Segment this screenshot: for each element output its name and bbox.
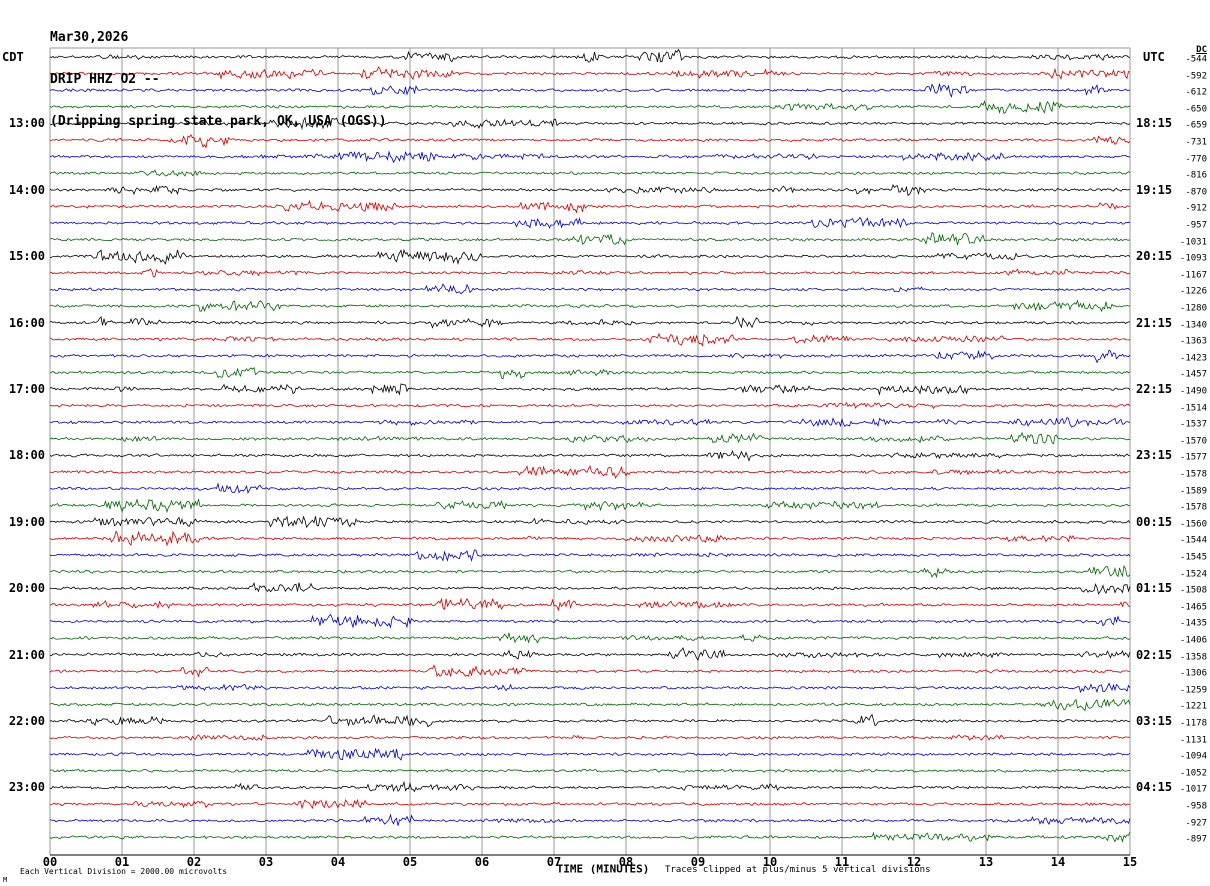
seismogram-trace — [49, 383, 1131, 396]
seismogram-trace — [49, 530, 1131, 547]
seismogram-trace — [49, 248, 1131, 266]
seismogram-trace — [49, 268, 1131, 278]
seismogram-trace — [49, 682, 1131, 694]
seismogram-trace — [49, 416, 1131, 428]
seismogram-trace — [49, 768, 1131, 773]
seismogram-trace — [49, 482, 1131, 494]
seismogram-trace — [49, 332, 1131, 347]
seismogram-trace — [49, 613, 1131, 629]
seismogram-trace — [49, 315, 1131, 329]
seismogram-trace — [49, 498, 1131, 514]
seismogram-trace — [49, 401, 1131, 410]
scale-note: Each Vertical Division = 2000.00 microvo… — [20, 867, 228, 876]
seismogram-trace — [49, 564, 1131, 579]
seismogram-trace — [49, 747, 1131, 761]
seismogram-trace — [49, 150, 1131, 164]
seismogram-trace — [49, 597, 1131, 612]
seismogram-trace — [49, 232, 1131, 246]
seismogram-trace — [49, 632, 1131, 644]
seismogram-trace — [49, 813, 1131, 826]
seismogram-trace — [49, 831, 1131, 843]
seismogram-trace — [49, 646, 1131, 662]
seismogram-trace — [49, 449, 1131, 462]
title-block: Mar30,2026 DRIP HHZ O2 -- (Dripping spri… — [50, 3, 387, 157]
seismogram-trace — [49, 99, 1130, 115]
seismogram-trace — [49, 299, 1131, 313]
corner-mark: M — [3, 876, 8, 884]
seismogram-trace — [49, 464, 1131, 480]
seismogram-trace — [49, 283, 1131, 295]
seismogram-trace — [49, 83, 1131, 98]
dc-column-header: DC — [1196, 45, 1207, 55]
seismogram-trace — [49, 199, 1131, 214]
seismogram-trace — [49, 431, 1131, 445]
left-timezone-label: CDT — [2, 50, 24, 64]
x-axis-title: TIME (MINUTES) — [556, 862, 650, 876]
seismogram-trace — [49, 367, 1131, 380]
seismogram-trace — [49, 733, 1131, 741]
seismogram-trace — [49, 349, 1131, 364]
seismogram-trace — [49, 780, 1131, 793]
seismogram-trace — [49, 798, 1131, 810]
seismogram-trace — [50, 549, 1131, 562]
seismogram-trace — [49, 116, 1131, 130]
title-date: Mar30,2026 — [50, 30, 129, 45]
seismogram-trace — [49, 698, 1131, 712]
title-station: DRIP HHZ O2 -- — [50, 72, 160, 87]
seismogram-trace — [49, 134, 1131, 149]
seismogram-trace — [49, 515, 1131, 529]
seismogram-trace — [49, 183, 1131, 197]
seismogram-trace — [49, 169, 1131, 177]
seismogram-trace — [49, 664, 1131, 678]
seismogram-trace — [49, 48, 1131, 63]
clip-note: Traces clipped at plus/minus 5 vertical … — [665, 865, 931, 875]
seismogram-trace — [49, 582, 1131, 595]
seismogram-trace — [49, 66, 1131, 81]
right-timezone-label: UTC — [1143, 50, 1165, 64]
seismogram-trace — [49, 713, 1131, 728]
title-location: (Dripping spring state park, OK, USA (OG… — [50, 114, 387, 129]
seismogram-trace — [49, 216, 1131, 229]
